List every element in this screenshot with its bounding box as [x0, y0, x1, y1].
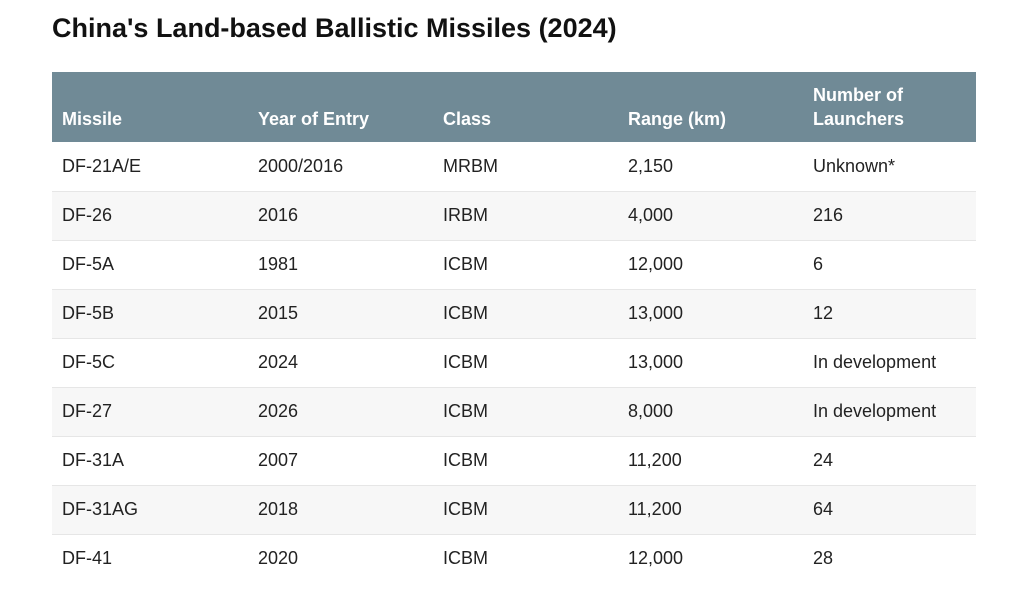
cell-year: 2000/2016	[258, 155, 344, 176]
cell-launchers: In development	[813, 401, 937, 421]
cell-class: IRBM	[443, 205, 488, 225]
table-row: DF-5B 2015 ICBM 13,000 12	[52, 289, 976, 338]
cell-year: 2018	[258, 499, 299, 519]
cell-launchers: Unknown*	[813, 155, 896, 176]
cell-missile: DF-27	[62, 401, 113, 421]
cell-launchers: 28	[813, 548, 834, 569]
table-row: DF-5C 2024 ICBM 13,000 In development	[52, 338, 976, 387]
table-row: DF-21A/E 2000/2016 MRBM 2,150 Unknown*	[52, 142, 976, 191]
cell-launchers: 64	[813, 499, 834, 519]
table-body: DF-21A/E 2000/2016 MRBM 2,150 Unknown* D…	[52, 142, 976, 583]
cell-class: ICBM	[443, 352, 488, 372]
cell-range: 11,200	[628, 450, 682, 470]
table-row: DF-5A 1981 ICBM 12,000 6	[52, 240, 976, 289]
cell-range: 13,000	[628, 352, 684, 372]
cell-launchers: 6	[813, 254, 824, 274]
header-range: Range (km)	[628, 109, 727, 129]
cell-year: 2015	[258, 303, 299, 323]
cell-missile: DF-21A/E	[62, 155, 142, 176]
page-title: China's Land-based Ballistic Missiles (2…	[52, 13, 617, 43]
cell-missile: DF-5C	[62, 352, 115, 372]
header-missile: Missile	[62, 109, 123, 129]
cell-year: 2007	[258, 450, 299, 470]
cell-missile: DF-5B	[62, 303, 115, 323]
cell-launchers: 24	[813, 450, 834, 470]
cell-range: 12,000	[628, 254, 684, 274]
cell-missile: DF-31AG	[62, 499, 139, 519]
table-row: DF-31AG 2018 ICBM 11,200 64	[52, 485, 976, 534]
cell-class: ICBM	[443, 254, 488, 274]
cell-year: 1981	[258, 254, 299, 274]
cell-class: ICBM	[443, 401, 488, 421]
cell-missile: DF-26	[62, 205, 113, 225]
cell-class: ICBM	[443, 450, 488, 470]
cell-missile: DF-31A	[62, 450, 125, 470]
cell-range: 12,000	[628, 548, 684, 569]
cell-class: MRBM	[443, 155, 498, 176]
cell-year: 2016	[258, 205, 299, 225]
cell-launchers: 216	[813, 205, 844, 225]
table-row: DF-31A 2007 ICBM 11,200 24	[52, 436, 976, 485]
table-row: DF-26 2016 IRBM 4,000 216	[52, 191, 976, 240]
cell-range: 13,000	[628, 303, 684, 323]
cell-range: 11,200	[628, 499, 682, 519]
cell-range: 4,000	[628, 205, 674, 225]
cell-missile: DF-5A	[62, 254, 115, 274]
cell-range: 2,150	[628, 155, 674, 176]
cell-class: ICBM	[443, 303, 488, 323]
cell-year: 2024	[258, 352, 299, 372]
cell-missile: DF-41	[62, 548, 113, 569]
table-header: Missile Year of Entry Class Range (km) N…	[52, 72, 976, 142]
header-class: Class	[443, 109, 492, 129]
header-row: Missile Year of Entry Class Range (km) N…	[52, 72, 976, 142]
header-number-of-launchers: Number of Launchers	[813, 85, 905, 129]
table-row: DF-27 2026 ICBM 8,000 In development	[52, 387, 976, 436]
missiles-table: Missile Year of Entry Class Range (km) N…	[52, 72, 976, 583]
cell-range: 8,000	[628, 401, 674, 421]
table-row: DF-41 2020 ICBM 12,000 28	[52, 534, 976, 583]
header-year-of-entry: Year of Entry	[258, 109, 370, 129]
cell-class: ICBM	[443, 499, 488, 519]
cell-class: ICBM	[443, 548, 488, 569]
cell-year: 2020	[258, 548, 299, 569]
cell-year: 2026	[258, 401, 299, 421]
cell-launchers: 12	[813, 303, 834, 323]
cell-launchers: In development	[813, 352, 937, 372]
